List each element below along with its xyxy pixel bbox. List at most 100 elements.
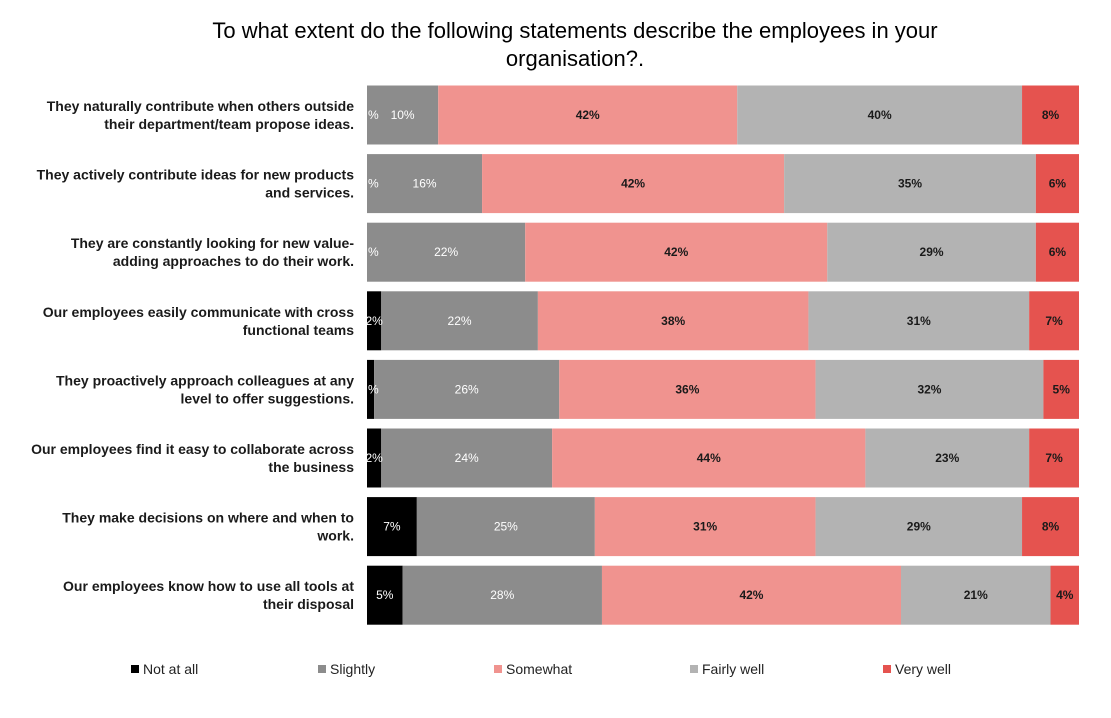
bar-segment-very-well [1035, 222, 1079, 282]
legend-label: Slightly [330, 661, 375, 677]
legend-swatch [131, 665, 139, 673]
bar-segment-fairly-well [737, 85, 1023, 145]
bar-segment-slightly [367, 154, 483, 214]
data-label: 21% [964, 588, 988, 602]
legend-swatch [690, 665, 698, 673]
chart-title-line: To what extent do the following statemen… [212, 18, 937, 43]
data-label: 22% [448, 314, 472, 328]
data-label: 38% [661, 314, 685, 328]
bars [367, 85, 1079, 625]
bar-segment-not-at-all [367, 497, 417, 557]
data-label: 28% [490, 588, 514, 602]
bar-segment-somewhat [482, 154, 785, 214]
data-labels: % 10% 42% 40% 8%% 16% 42% 35% 6%% 22% 42% 29% 6% 2% 22… [365, 108, 1073, 602]
bar-segment-very-well [1029, 428, 1079, 488]
bar-segment-slightly [367, 85, 439, 145]
bar-segment-somewhat [438, 85, 738, 145]
category-label: Our employees easily communicate with cr… [43, 304, 354, 338]
bar-segment-not-at-all [367, 565, 403, 625]
data-label: 29% [907, 520, 931, 534]
data-label: 32% [917, 382, 941, 396]
legend: Not at all Slightly Somewhat Fairly well Ver… [131, 661, 951, 677]
legend-label: Somewhat [506, 661, 572, 677]
chart-title-line: organisation?. [506, 46, 644, 71]
category-labels: They naturally contribute when others ou… [31, 98, 354, 612]
data-label: 44% [697, 451, 721, 465]
data-label: 29% [920, 245, 944, 259]
data-label: 42% [576, 108, 600, 122]
bar-segment-somewhat [525, 222, 828, 282]
bar-segment-slightly [402, 565, 602, 625]
bar-segment-very-well [1022, 497, 1079, 557]
data-label: % [368, 177, 379, 191]
data-label: 26% [455, 382, 479, 396]
bar-segment-not-at-all [367, 359, 375, 419]
bar-segment-fairly-well [815, 359, 1044, 419]
bar-segment-slightly [381, 291, 538, 351]
data-label: 23% [935, 451, 959, 465]
bar-segment-not-at-all [367, 291, 382, 351]
bar-segment-fairly-well [865, 428, 1030, 488]
data-label: 8% [1042, 520, 1060, 534]
category-label: They proactively approach colleagues at … [56, 372, 354, 406]
bar-segment-somewhat [601, 565, 901, 625]
data-label: 4% [1056, 588, 1074, 602]
data-label: 35% [898, 177, 922, 191]
data-label: 16% [413, 177, 437, 191]
data-label: % [368, 382, 379, 396]
bar-segment-very-well [1050, 565, 1079, 625]
data-label: 24% [455, 451, 479, 465]
bar-segment-fairly-well [901, 565, 1051, 625]
category-label: They actively contribute ideas for new p… [37, 167, 355, 201]
bar-segment-very-well [1029, 291, 1079, 351]
data-label: 42% [739, 588, 763, 602]
bar-segment-slightly [374, 359, 560, 419]
data-label: % [368, 245, 379, 259]
data-label: 40% [868, 108, 892, 122]
data-label: 31% [907, 314, 931, 328]
category-label: They are constantly looking for new valu… [71, 235, 355, 269]
bar-segment-very-well [1043, 359, 1079, 419]
bar-segment-slightly [381, 428, 553, 488]
bar-segment-very-well [1022, 85, 1079, 145]
legend-swatch [318, 665, 326, 673]
bar-segment-fairly-well [784, 154, 1036, 214]
category-label: They make decisions on where and when to… [62, 510, 354, 544]
bar-segment-somewhat [594, 497, 816, 557]
bar-segment-slightly [367, 222, 526, 282]
data-label: 5% [376, 588, 394, 602]
data-label: 25% [494, 520, 518, 534]
data-label: 22% [434, 245, 458, 259]
data-label: 7% [383, 520, 401, 534]
data-label: 2% [365, 314, 383, 328]
category-label: Our employees find it easy to collaborat… [31, 441, 354, 475]
bar-segment-somewhat [559, 359, 816, 419]
data-label: 7% [1045, 314, 1063, 328]
bar-segment-slightly [416, 497, 595, 557]
chart-title: To what extent do the following statemen… [212, 18, 937, 71]
data-label: 5% [1053, 382, 1071, 396]
legend-label: Not at all [143, 661, 198, 677]
data-label: 8% [1042, 108, 1060, 122]
data-label: 2% [365, 451, 383, 465]
data-label: 42% [621, 177, 645, 191]
data-label: % [368, 108, 379, 122]
bar-segment-not-at-all [367, 428, 382, 488]
data-label: 10% [391, 108, 415, 122]
bar-segment-very-well [1035, 154, 1079, 214]
category-label: Our employees know how to use all tools … [63, 578, 354, 612]
data-label: 6% [1049, 177, 1067, 191]
bar-segment-fairly-well [808, 291, 1030, 351]
legend-swatch [494, 665, 502, 673]
legend-label: Fairly well [702, 661, 764, 677]
bar-segment-somewhat [552, 428, 866, 488]
data-label: 6% [1049, 245, 1067, 259]
bar-segment-fairly-well [815, 497, 1023, 557]
category-label: They naturally contribute when others ou… [47, 98, 354, 132]
data-label: 31% [693, 520, 717, 534]
bar-segment-somewhat [537, 291, 809, 351]
legend-label: Very well [895, 661, 951, 677]
data-label: 7% [1045, 451, 1063, 465]
legend-swatch [883, 665, 891, 673]
